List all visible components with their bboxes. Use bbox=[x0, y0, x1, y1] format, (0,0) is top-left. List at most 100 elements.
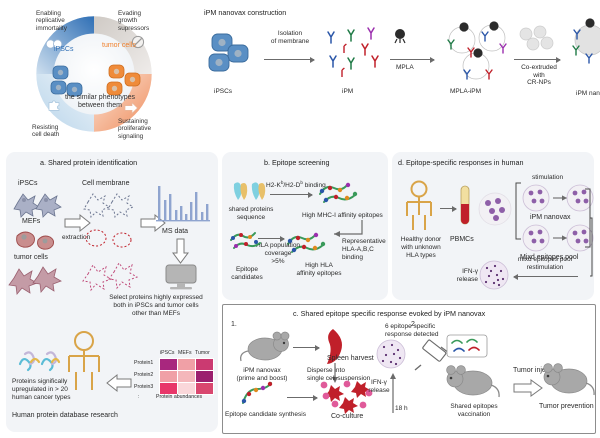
panel-a: a. Shared protein identification iPSCs C… bbox=[6, 152, 218, 432]
construction-ipsc-cells bbox=[208, 33, 249, 72]
panel-a-ipsc-cells bbox=[13, 193, 62, 218]
panel-c: c. Shared epitope specific response evok… bbox=[222, 304, 596, 434]
panel-d-elispot-well bbox=[479, 260, 509, 290]
step-label-ipm: iPM bbox=[342, 88, 354, 95]
ipm-membrane-proteins bbox=[327, 27, 379, 77]
panel-b-shared-proteins-icon bbox=[233, 182, 266, 200]
panel-b-binding-label: H2-Kb/H2-Db binding bbox=[266, 180, 326, 190]
panel-c-mouse-3 bbox=[543, 363, 595, 396]
panel-d-donor-figure bbox=[406, 180, 432, 230]
panel-c-synthesis-label: Epitope candidate synthesis bbox=[225, 411, 306, 418]
heatmap-col-2: Tumor bbox=[195, 350, 210, 356]
hallmarks-ring: Enabling replicative immortality Evading… bbox=[14, 8, 186, 144]
arrow-label-coextruded: Co-extruded with CR-NPs bbox=[521, 64, 557, 87]
hallmark-label-3: Resisting cell death bbox=[32, 124, 60, 139]
panel-b-high-hla-label: High HLA affinity epitopes bbox=[296, 262, 342, 277]
panel-a-membranes bbox=[82, 193, 139, 292]
ipscs-label: iPSCs bbox=[54, 46, 74, 53]
tumor-cells bbox=[106, 64, 141, 96]
panel-d-pbmc-label: PBMCs bbox=[450, 236, 474, 243]
panel-c-down-arrow bbox=[332, 363, 338, 383]
panel-d-arrow-restim bbox=[514, 276, 578, 278]
panel-c-detected-label: 6 epitope specific response detected bbox=[385, 323, 439, 338]
panel-c-coculture-cells bbox=[320, 380, 373, 414]
panel-d-title: d. Epitope-specific responses in human bbox=[398, 158, 524, 167]
arrow-label-mpla: MPLA bbox=[396, 64, 414, 71]
heatmap-cell bbox=[195, 382, 214, 395]
panel-a-ms-spectrum bbox=[156, 186, 210, 222]
cr-nps-icon bbox=[519, 25, 554, 51]
panel-d-pbmc-cluster bbox=[478, 192, 512, 226]
panel-a-protein-structures bbox=[18, 351, 61, 372]
infinity-icon bbox=[45, 39, 63, 49]
step-label-nanovax: iPM nanovax bbox=[576, 90, 600, 97]
step-label-mpla-ipm: MPLA-iPM bbox=[450, 88, 482, 95]
panel-d-bracket-right bbox=[585, 188, 593, 277]
panel-c-arrow-coculture bbox=[287, 394, 318, 402]
panel-c-disperse-label: Disperse into single cell suspension bbox=[307, 367, 371, 382]
arrow-block-icon bbox=[124, 101, 138, 115]
heatmap-caption: Protein abundances bbox=[156, 394, 203, 400]
panel-a-col-membrane: Cell membrane bbox=[82, 180, 130, 187]
panel-b-mhc-epitopes bbox=[319, 182, 358, 203]
panel-b-arrow-2 bbox=[258, 235, 285, 243]
panel-c-nanovax-label: iPM nanovax (prime and boost) bbox=[236, 367, 288, 382]
panel-a-heatmap: iPSCs MEFs Tumor Protein1 Protein2 Prote… bbox=[134, 350, 214, 408]
panel-a-upregulated-text: Proteins significally upregulated in > 2… bbox=[12, 378, 71, 402]
panel-b-candidate-epitopes bbox=[230, 232, 261, 249]
panel-c-epitope-synthesis bbox=[241, 381, 273, 404]
panel-b-title: b. Epitope screening bbox=[264, 158, 330, 167]
panel-d-restim-label: mixd epitopes pool restimulation bbox=[517, 256, 573, 271]
panel-b-high-mhc-label: High MHC-I affinity epitopes bbox=[302, 212, 383, 219]
panel-c-ifn-label: IFN-γ release bbox=[368, 379, 390, 394]
arrow-label-isolation: Isolation of membrane bbox=[270, 30, 310, 45]
panel-c-time-label: 18 h bbox=[395, 405, 408, 412]
heatmap-row-3: : bbox=[138, 394, 140, 400]
panel-d-arrow-donor bbox=[440, 205, 457, 213]
construction-title: iPM nanovax construction bbox=[204, 8, 287, 17]
mpla-ipm-vesicles bbox=[447, 21, 507, 80]
no-entry-icon bbox=[131, 35, 145, 49]
panel-c-arrow-spleen bbox=[293, 344, 320, 352]
panel-d: d. Epitope-specific responses in human H… bbox=[392, 152, 594, 300]
panel-a-select-text: Select proteins highly expressed both in… bbox=[109, 294, 203, 318]
panel-d-arm2-label: Mixd epitopes pool bbox=[520, 254, 579, 261]
panel-c-elispot-well bbox=[376, 339, 406, 369]
step-label-ipscs: iPSCs bbox=[214, 88, 233, 95]
heatmap-col-0: iPSCs bbox=[160, 350, 175, 356]
panel-a-database-text: Human protein database research bbox=[12, 412, 118, 419]
puzzle-icon bbox=[48, 100, 60, 111]
panel-b-hla-epitopes bbox=[287, 232, 326, 253]
panel-a-label-tumor: tumor cells bbox=[14, 254, 48, 261]
panel-d-ifn-label: IFN-γ release bbox=[456, 268, 478, 283]
panel-a-human-figure bbox=[68, 331, 100, 390]
panel-d-arm1-wells bbox=[522, 184, 594, 212]
heatmap-row-1: Protein2 bbox=[134, 372, 154, 378]
panel-c-prevention-label: Tumor prevention bbox=[539, 403, 594, 410]
panel-a-extraction-label: extraction bbox=[62, 234, 91, 241]
panel-a-ms-label: MS data bbox=[162, 228, 189, 235]
panel-a-label-mefs: MEFs bbox=[22, 218, 41, 225]
ipm-nanovax-particles bbox=[572, 18, 600, 64]
arrow-coextruded bbox=[514, 56, 561, 64]
tumor-cells-label: tumor cells bbox=[102, 42, 136, 49]
panel-a-title: a. Shared protein identification bbox=[40, 158, 138, 167]
panel-b-elbow-connector bbox=[334, 220, 363, 237]
panel-a-tumor-cells bbox=[8, 266, 62, 295]
panel-b-coverage-label: HLA population coverage >5% bbox=[255, 242, 301, 265]
panel-c-tumor-injection-label: Tumor injection bbox=[513, 367, 561, 374]
hallmark-label-1: Evading growth supressors bbox=[118, 10, 150, 32]
mpla-icon bbox=[394, 29, 406, 44]
panel-d-arm1-label: iPM nanovax bbox=[530, 214, 571, 221]
panel-b-representative-label: Representative HLA-A,B,C binding bbox=[342, 238, 386, 261]
heatmap-row-2: Protein3 bbox=[134, 384, 154, 390]
arrow-mpla bbox=[390, 56, 435, 64]
panel-c-mouse-1 bbox=[240, 331, 290, 362]
panel-b-candidates-label: Epitope candidates bbox=[231, 266, 263, 281]
ring-graphic bbox=[34, 14, 154, 134]
panel-b-arrow-1 bbox=[270, 191, 313, 199]
ipsc-cells bbox=[50, 65, 83, 97]
panel-c-coculture-label: Co-culture bbox=[331, 413, 364, 420]
panel-c-vaccination-label: Shared epitopes vaccination bbox=[450, 403, 498, 418]
panel-d-bracket-left bbox=[515, 182, 521, 240]
